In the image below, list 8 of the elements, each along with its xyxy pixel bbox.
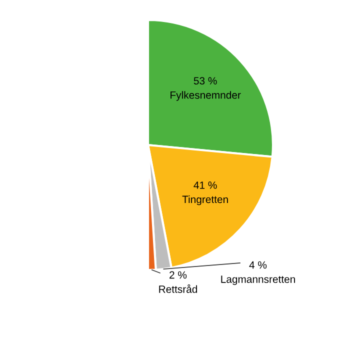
data-label: 2 % — [170, 271, 187, 279]
slice-label: Fylkesnemnder — [170, 91, 241, 101]
data-label: 41 % — [194, 182, 217, 189]
data-label: 53 % — [194, 77, 217, 85]
slice-label: Lagmannsretten — [221, 276, 295, 285]
slice-label: Tingretten — [182, 195, 228, 206]
slice-label: Rettsråd — [159, 284, 198, 293]
data-label: 4 % — [249, 261, 267, 269]
